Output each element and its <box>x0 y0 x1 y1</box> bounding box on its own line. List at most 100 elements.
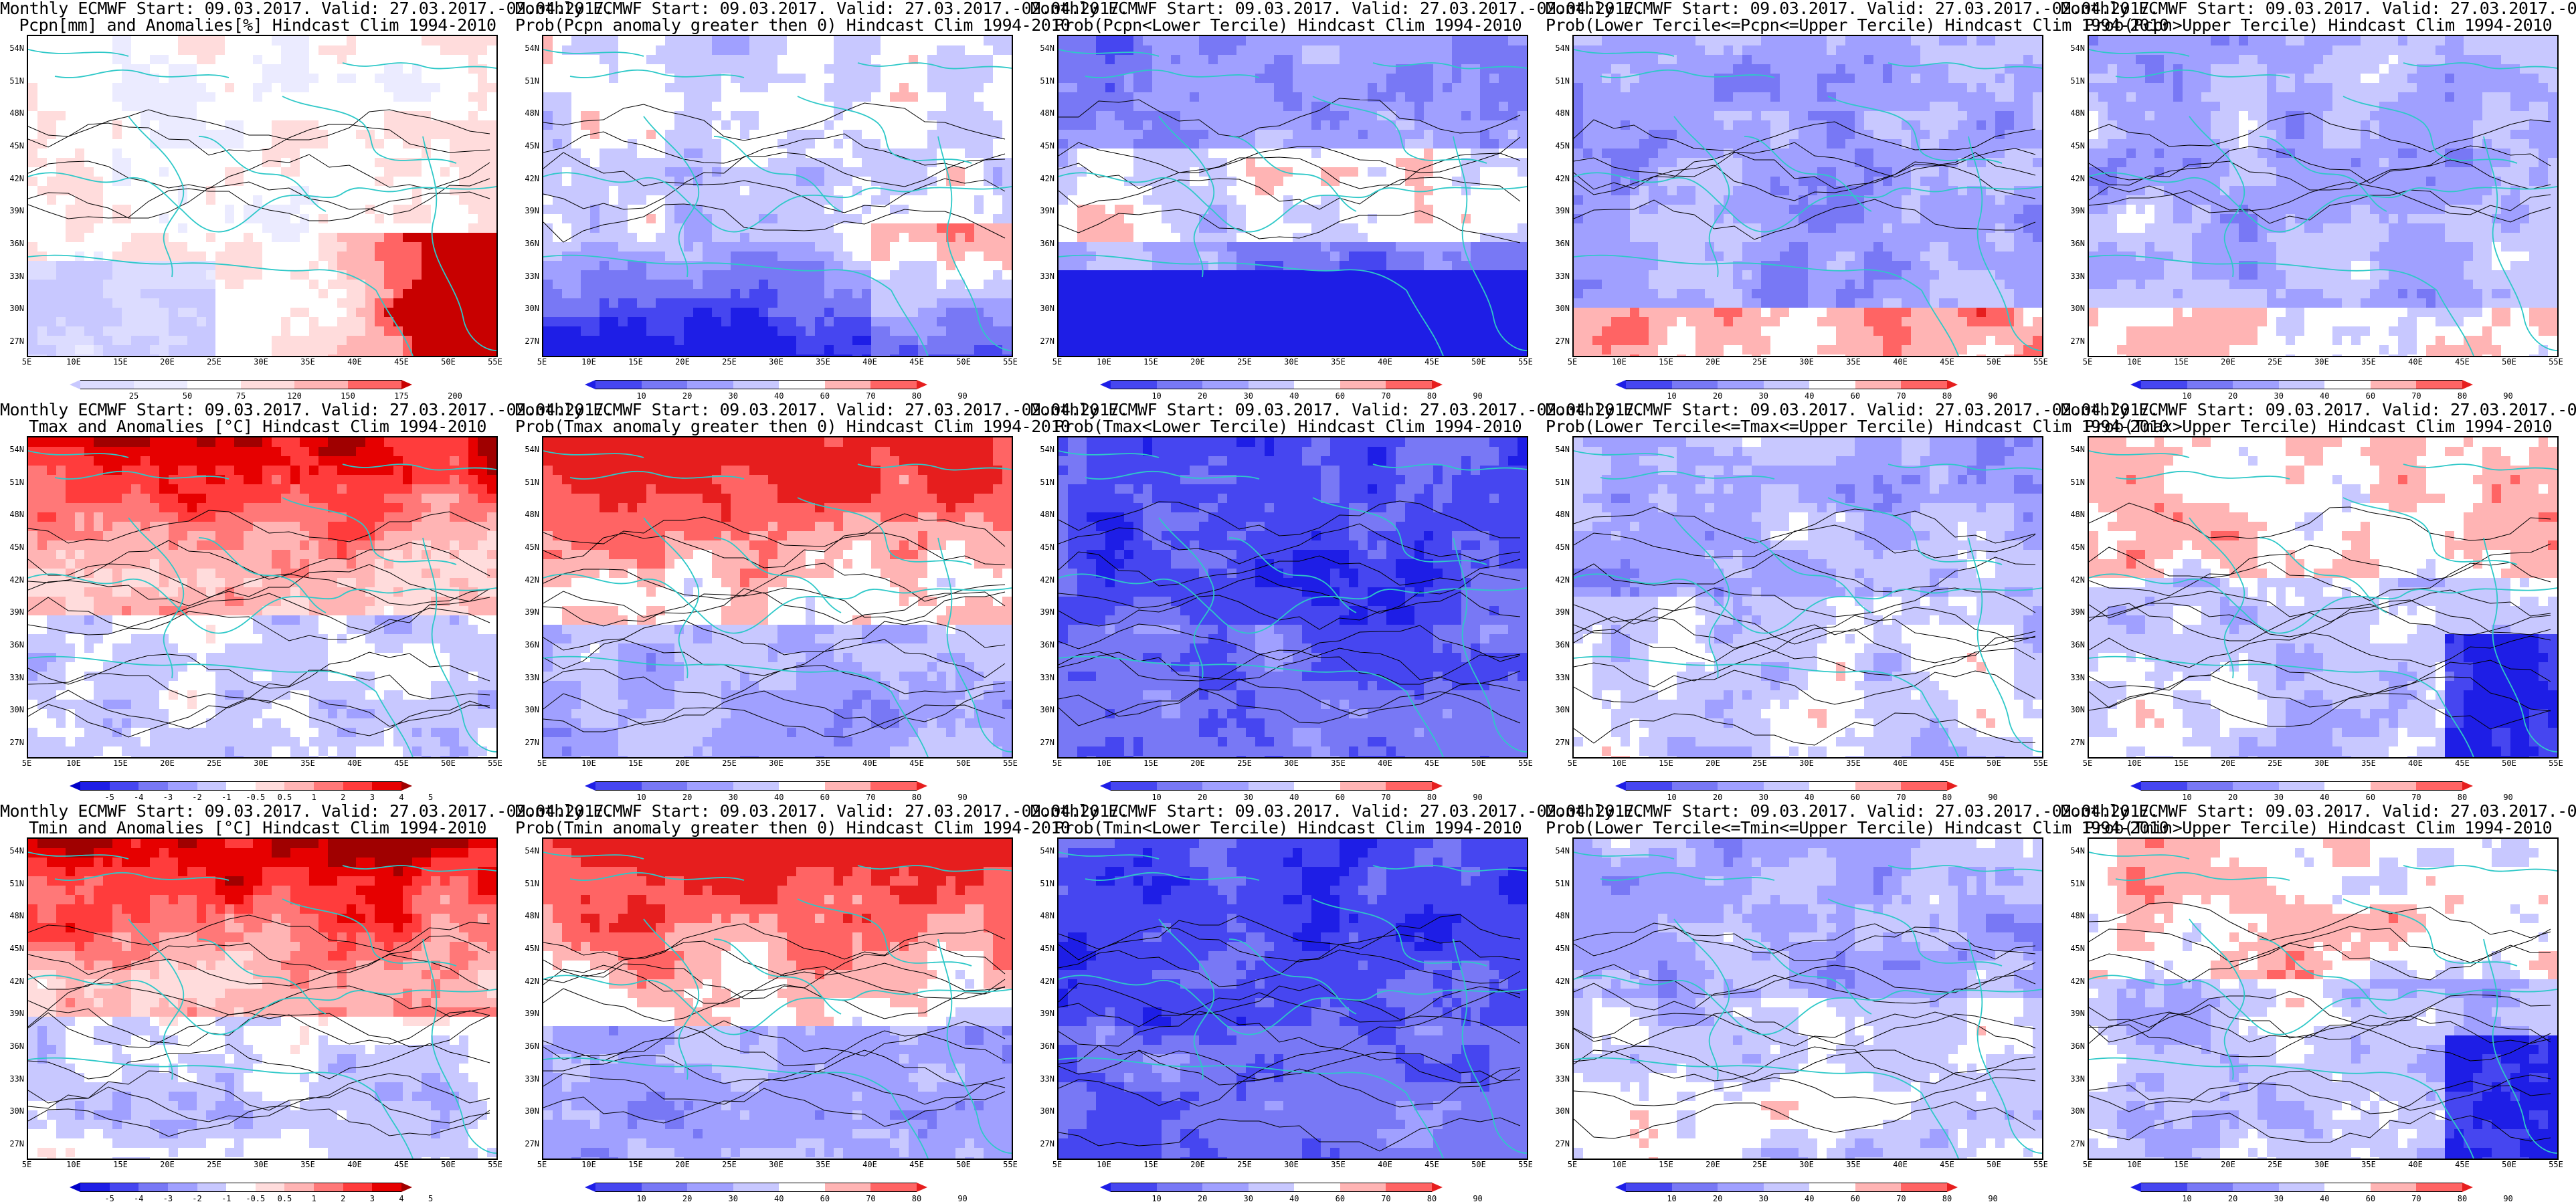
latitude-label: 30N <box>518 304 539 312</box>
latitude-label: 33N <box>1033 1075 1054 1083</box>
contour-line <box>1574 524 2036 559</box>
colorbar-tick-label: -5 <box>98 793 122 801</box>
coastline-border <box>1158 517 1215 679</box>
map-panel: Monthly ECMWF Start: 09.03.2017. Valid: … <box>0 401 614 803</box>
colorbar-tick-label: 20 <box>675 392 699 400</box>
colorbar-tick-label: 70 <box>1889 793 1913 801</box>
colorbar-swatch <box>1156 380 1203 389</box>
latitude-label: 27N <box>3 738 24 746</box>
colorbar-high-triangle <box>1432 1183 1443 1192</box>
map-panel: Monthly ECMWF Start: 09.03.2017. Valid: … <box>1030 0 1644 401</box>
longitude-label: 35E <box>1840 1161 1867 1169</box>
panel-title-line-2: Prob(Tmax<Lower Tercile) Hindcast Clim 1… <box>1030 418 1546 435</box>
coastline-border <box>282 898 457 967</box>
latitude-label: 30N <box>1548 1107 1570 1115</box>
colorbar-tick-label: 30 <box>721 392 745 400</box>
contour-line <box>2089 112 2551 153</box>
longitude-label: 50E <box>950 358 977 366</box>
longitude-label: 15E <box>1653 358 1679 366</box>
longitude-label: 45E <box>388 358 415 366</box>
coastline-border <box>28 851 229 881</box>
longitude-label: 10E <box>1606 358 1633 366</box>
longitude-label: 35E <box>294 358 321 366</box>
longitude-label: 30E <box>1278 358 1305 366</box>
latitude-label: 42N <box>1033 576 1054 584</box>
longitude-label: 5E <box>529 1161 555 1169</box>
longitude-label: 25E <box>2262 358 2288 366</box>
coastline-border <box>1574 172 2042 233</box>
longitude-label: 5E <box>2074 759 2101 767</box>
coastline-border <box>1574 1057 1922 1094</box>
contour-line <box>543 940 1006 978</box>
contour-line <box>2089 543 2551 581</box>
latitude-label: 45N <box>1033 543 1054 551</box>
coastline-border <box>375 691 413 757</box>
longitude-label: 5E <box>1559 1161 1586 1169</box>
longitude-label: 30E <box>763 759 790 767</box>
colorbar-swatch <box>1340 1183 1386 1192</box>
latitude-label: 36N <box>518 239 539 247</box>
colorbar-tick-label: 60 <box>1328 793 1352 801</box>
map-field <box>2089 437 2557 757</box>
contour-line <box>2089 991 2551 1028</box>
contour-line <box>543 563 1006 602</box>
colorbar-tick-label: 80 <box>1935 1195 1959 1203</box>
colorbar-high-triangle <box>2462 781 2473 791</box>
colorbar-swatch <box>372 781 402 791</box>
colorbar-swatch <box>2324 380 2371 389</box>
coastline-border <box>1406 1092 1444 1159</box>
colorbar-swatch <box>1248 1183 1295 1192</box>
contour-line <box>1059 523 1521 565</box>
latitude-label: 51N <box>1033 77 1054 85</box>
colorbar-tick-label: 150 <box>336 392 360 400</box>
colorbar-tick-label: 70 <box>2404 1195 2428 1203</box>
coastline-border <box>1312 898 1487 967</box>
coastline-border <box>128 517 185 679</box>
coastline-border <box>28 49 229 78</box>
longitude-label: 30E <box>248 358 274 366</box>
longitude-label: 55E <box>2543 759 2569 767</box>
coastline-border <box>2089 172 2557 233</box>
longitude-label: 25E <box>1746 358 1773 366</box>
panel-title-line-2: Prob(Lower Tercile<=Tmax<=Upper Tercile)… <box>1546 418 2169 435</box>
latitude-label: 51N <box>2063 880 2085 888</box>
colorbar-swatch <box>1294 781 1341 791</box>
coastline-border <box>2483 938 2557 1154</box>
colorbar-swatch <box>197 781 227 791</box>
panel-title-line-2: Prob(Pcpn<Lower Tercile) Hindcast Clim 1… <box>1030 17 1546 33</box>
longitude-label: 50E <box>435 759 462 767</box>
longitude-label: 5E <box>13 759 40 767</box>
colorbar-tick-label: 30 <box>1752 1195 1776 1203</box>
latitude-label: 39N <box>1033 1009 1054 1017</box>
longitude-label: 25E <box>716 358 743 366</box>
latitude-label: 33N <box>518 1075 539 1083</box>
latitude-label: 33N <box>2063 1075 2085 1083</box>
coastline-border <box>342 865 496 872</box>
colorbar-swatch <box>824 380 871 389</box>
latitude-label: 33N <box>1548 674 1570 682</box>
colorbar-tick-label: 70 <box>858 392 883 400</box>
map-field <box>2089 839 2557 1159</box>
contour-line <box>543 152 1006 187</box>
colorbar-swatch <box>1855 380 1902 389</box>
contour-line <box>2089 1070 2551 1111</box>
contour-line <box>2089 942 2551 983</box>
panel-title: Monthly ECMWF Start: 09.03.2017. Valid: … <box>2061 0 2576 33</box>
longitude-label: 5E <box>529 358 555 366</box>
contour-line <box>2089 589 2551 623</box>
latitude-label: 54N <box>518 445 539 454</box>
coastline-border <box>2342 497 2518 565</box>
coastline-border <box>2342 96 2518 164</box>
latitude-label: 48N <box>518 109 539 117</box>
longitude-label: 40E <box>1887 358 1914 366</box>
longitude-label: 45E <box>388 759 415 767</box>
longitude-label: 40E <box>341 759 368 767</box>
contour-line <box>1059 209 1521 243</box>
colorbar-swatch <box>1202 1183 1249 1192</box>
colorbar-swatch <box>1901 781 1948 791</box>
contour-line <box>543 587 1006 622</box>
longitude-label: 10E <box>575 358 602 366</box>
longitude-label: 25E <box>2262 1161 2288 1169</box>
colorbar-tick-label: 30 <box>2267 793 2291 801</box>
colorbar-low-triangle <box>70 781 80 791</box>
